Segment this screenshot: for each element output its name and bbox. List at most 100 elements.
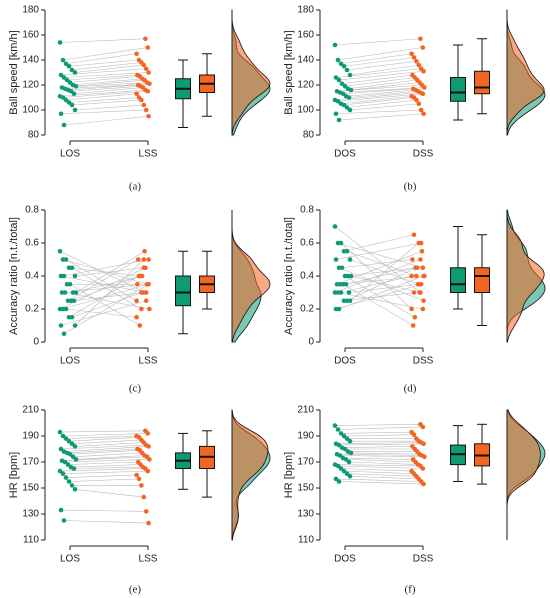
point [336,306,342,312]
point [58,111,64,117]
point [332,224,338,229]
pair-line [65,93,137,101]
point [409,51,414,57]
pair-line [63,115,149,126]
point [347,107,353,113]
pair-line [60,300,147,326]
pair-line [72,78,143,86]
pair-line [71,292,142,318]
pair-line [348,283,419,293]
point [344,67,350,73]
pair-line [348,90,419,98]
point [142,248,147,254]
y-tick-label: 160 [22,30,39,41]
point [143,298,149,304]
point [343,457,349,462]
y-tick-label: 0.6 [25,238,39,249]
pair-line [59,267,146,310]
y-tick-label: 120 [297,80,314,91]
pair-line [74,104,144,111]
pair-line [342,457,414,460]
point [336,442,342,448]
point [136,273,142,279]
pair-line [343,234,415,252]
y-axis-label: HR [bpm] [283,452,295,498]
point [346,459,352,465]
pair-line [350,452,420,455]
point [421,68,426,74]
pair-line [337,242,423,269]
y-axis-label: HR [bpm] [8,452,20,498]
pair-line [340,431,412,434]
pair-line [338,275,424,310]
point [414,265,419,271]
pair-line [346,267,417,302]
x-tick-label: LSS [139,356,158,367]
point [347,257,353,262]
pair-line [64,83,150,90]
pair-line [63,520,149,524]
point [66,479,72,484]
pair-line [339,87,425,93]
point [139,483,144,488]
point [344,248,350,254]
pair-line [63,283,149,335]
pair-line [349,64,419,76]
pair-line [334,259,421,293]
y-tick-label: 180 [297,5,314,16]
point [339,265,345,271]
pair-line [63,259,149,277]
point [73,457,79,462]
point [134,314,139,320]
y-tick-label: 0 [33,337,39,348]
point [420,91,426,97]
point [60,433,66,439]
pair-line [68,478,140,482]
pair-line [70,85,141,92]
point [146,281,151,287]
point [420,45,426,50]
point [57,248,63,254]
x-tick-label: DOS [334,356,356,367]
point [333,257,339,262]
point [348,87,354,93]
pair-line [350,275,420,293]
panel-label: (c) [129,383,142,395]
y-tick-label: 0 [308,337,314,348]
point [411,232,417,238]
y-tick-label: 0.8 [25,205,39,216]
point [145,431,151,436]
pair-line [68,267,140,277]
point [72,70,78,75]
point [67,451,73,457]
point [134,51,139,57]
point [421,298,426,304]
pair-line [67,84,139,91]
point [62,459,68,465]
point [139,290,144,295]
x-tick-label: LSS [139,149,158,160]
y-tick-label: 150 [297,483,314,494]
pair-line [62,47,148,61]
point [147,81,152,87]
point [62,290,68,295]
point [414,58,419,64]
pair-line [342,88,414,95]
point [337,453,343,458]
pair-line [349,242,419,301]
pair-line [66,448,138,454]
y-tick-label: 130 [297,509,314,520]
y-tick-label: 210 [22,405,39,416]
point [70,454,76,460]
y-tick-label: 100 [22,105,39,116]
point [410,323,416,328]
point [338,240,344,246]
pair-line [341,259,413,269]
pair-line [74,442,144,447]
pair-line [66,74,138,81]
pair-line [340,275,412,293]
point [61,273,67,279]
x-tick-label: LOS [60,356,80,367]
pair-line [62,470,148,474]
point [145,88,151,94]
